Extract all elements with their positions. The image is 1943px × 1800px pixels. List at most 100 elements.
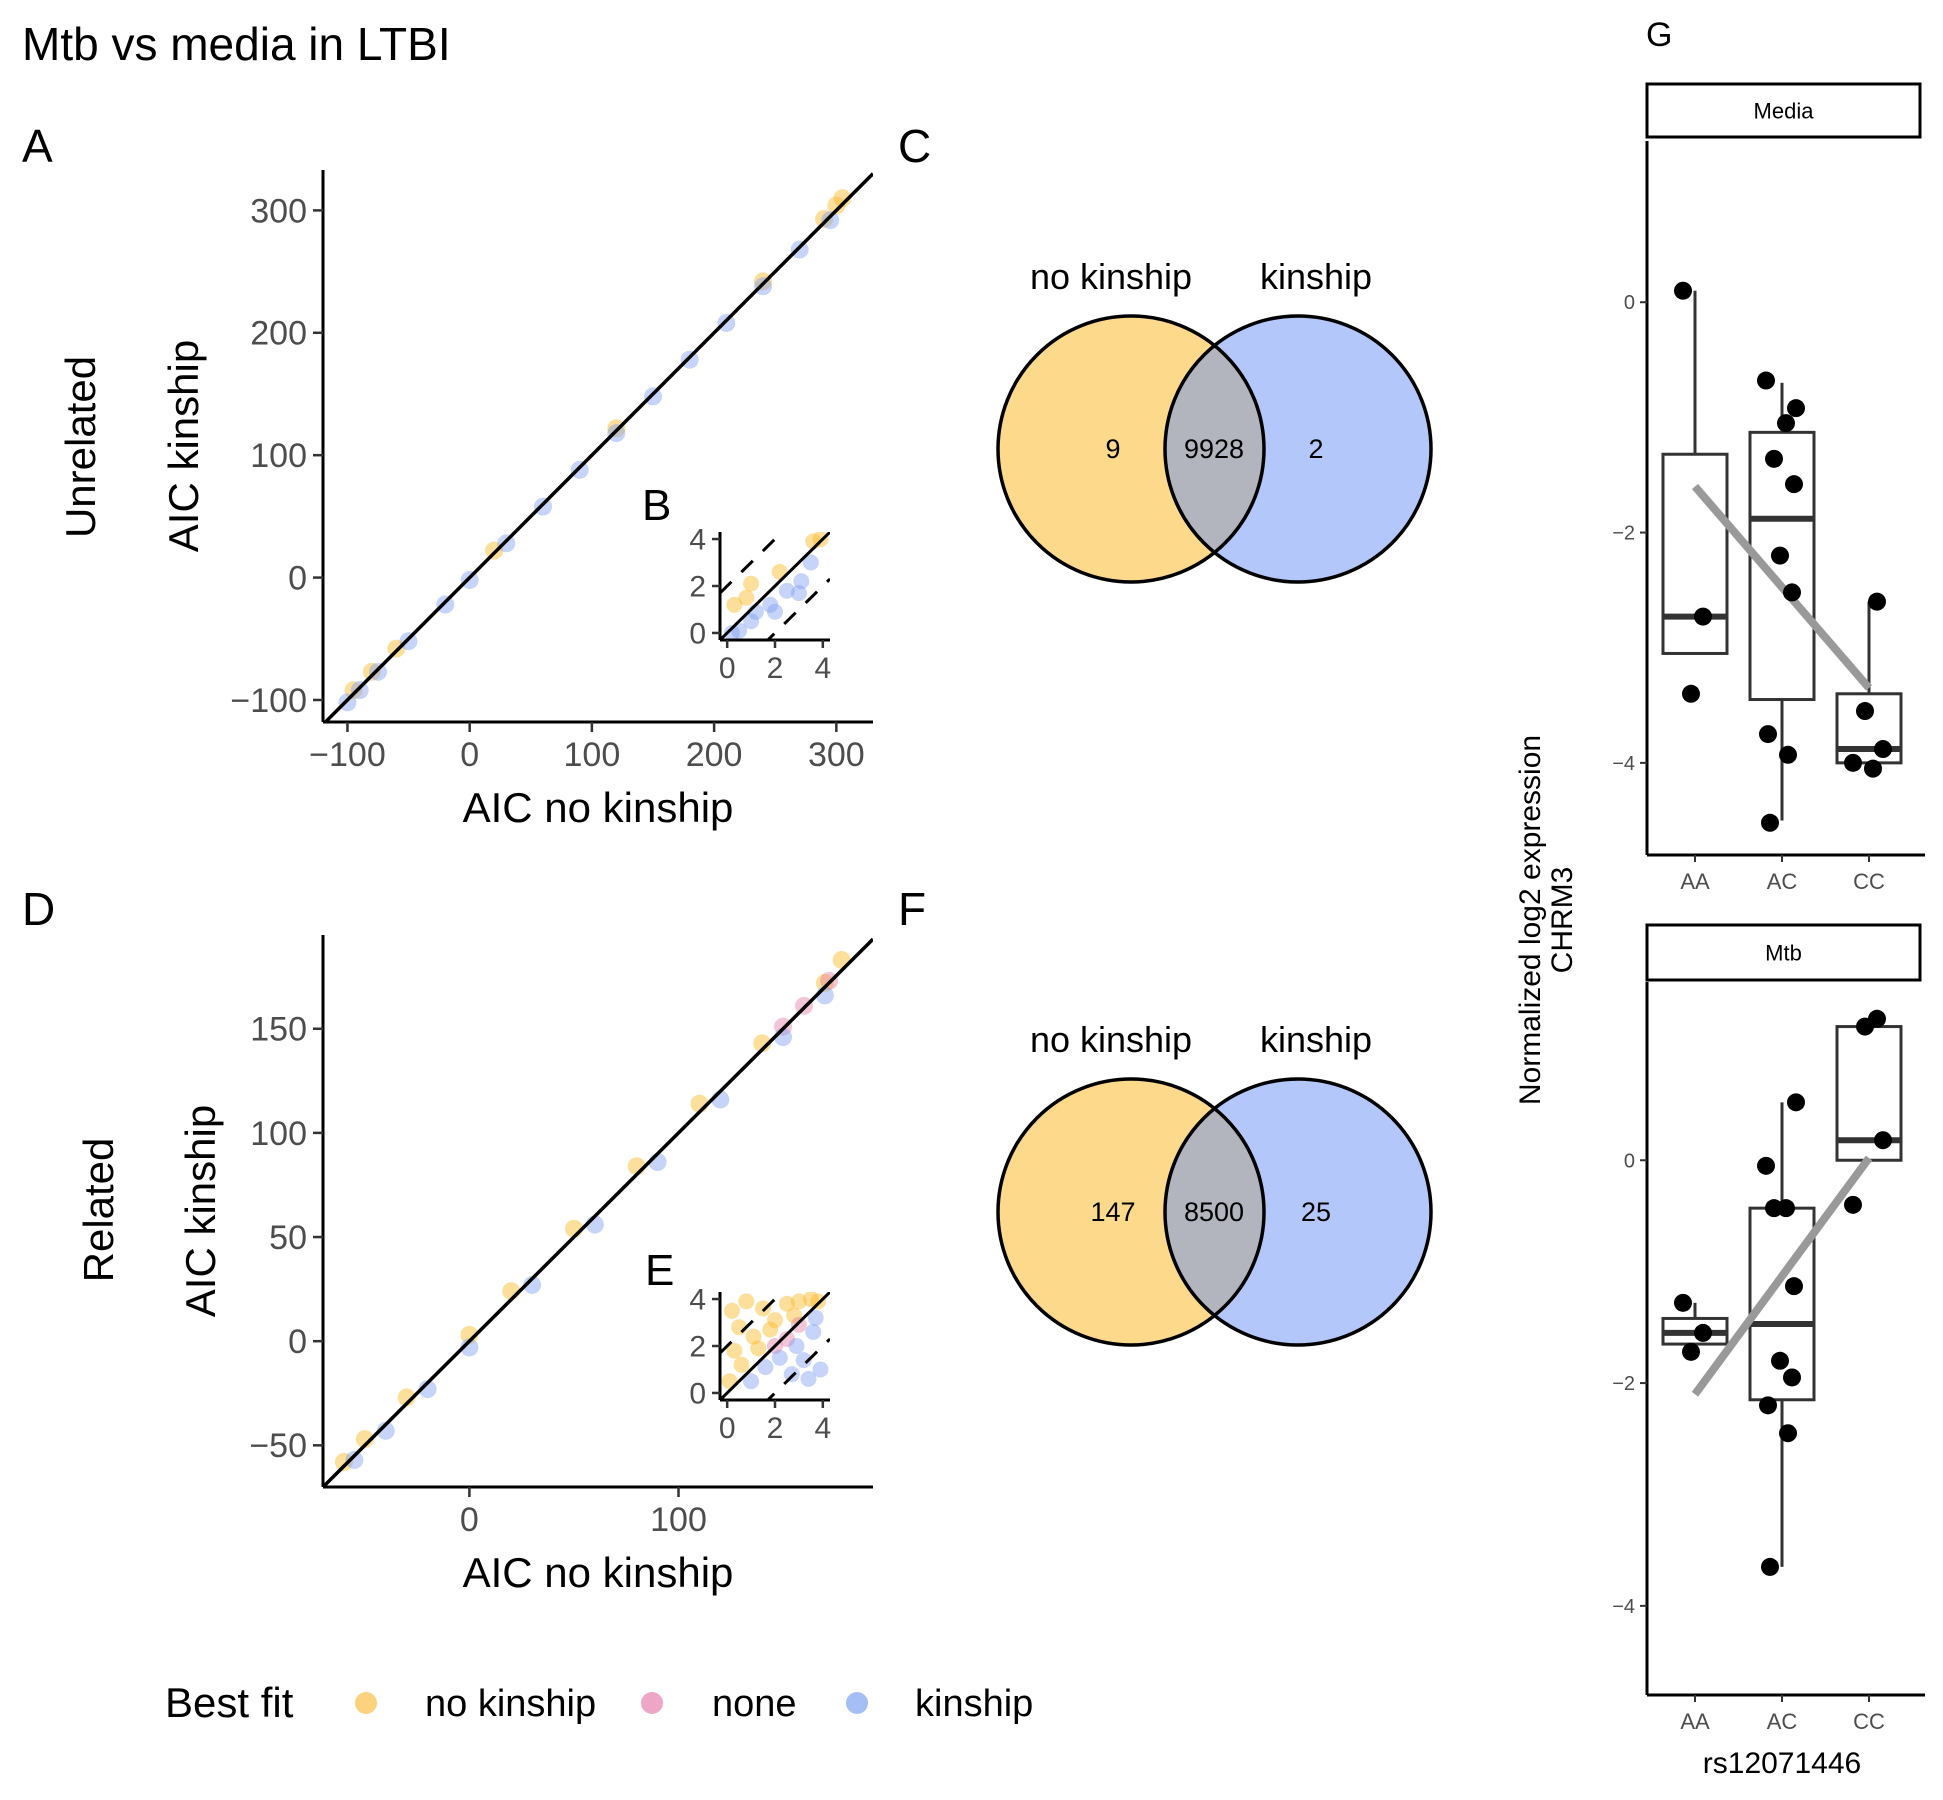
- row-label-unrelated: Unrelated: [57, 356, 104, 538]
- point-no-kinship: [355, 1430, 374, 1449]
- trend-line: [1691, 1155, 1873, 1397]
- facet-strip-label: Media: [1754, 99, 1815, 124]
- point-no-kinship: [750, 1340, 767, 1357]
- data-point: [1757, 1156, 1775, 1175]
- plot-area: [720, 1292, 830, 1400]
- point-kinship: [376, 1421, 395, 1440]
- legend: Best fit no kinship none kinship: [165, 1679, 1033, 1726]
- venn-set-label-kinship: kinship: [1260, 256, 1372, 297]
- y-tick-label: −4: [1612, 1596, 1635, 1618]
- point-kinship: [821, 211, 840, 230]
- identity-line: [323, 937, 873, 1487]
- point-kinship: [757, 1359, 774, 1376]
- x-axis-label: AIC no kinship: [463, 1549, 734, 1596]
- venn-panel-c: no kinship kinship 9 9928 2: [996, 256, 1433, 584]
- data-point: [1785, 1277, 1803, 1296]
- point-kinship: [800, 1370, 817, 1387]
- point-no-kinship: [815, 973, 834, 992]
- panel-letter-f: F: [898, 883, 926, 935]
- point-kinship: [767, 603, 783, 620]
- data-point: [1771, 1351, 1789, 1370]
- data-point: [1761, 1557, 1779, 1576]
- point-kinship: [762, 596, 779, 613]
- point-no-kinship: [397, 1388, 416, 1407]
- legend-label-none: none: [712, 1683, 797, 1725]
- x-tick-label: 0: [460, 1501, 479, 1539]
- data-point: [1779, 1424, 1797, 1443]
- x-tick-label: 4: [814, 1412, 831, 1445]
- panel-letter-d: D: [22, 883, 55, 935]
- data-point: [1864, 759, 1882, 778]
- offset-line-minus2: [765, 577, 830, 640]
- venn-count-both: 9928: [1184, 434, 1244, 464]
- panel-letter-g: G: [1646, 16, 1672, 54]
- facet-strip-label: Mtb: [1765, 941, 1802, 966]
- g-ylabel-line1: Normalized log2 expression: [1514, 735, 1547, 1105]
- panel-letter-b: B: [642, 481, 671, 530]
- point-kinship: [723, 624, 740, 640]
- identity-line: [720, 1292, 830, 1400]
- facet-strip: [1645, 923, 1922, 982]
- plot-area: [323, 937, 873, 1487]
- data-point: [1785, 475, 1803, 494]
- x-tick-label: AA: [1680, 1709, 1710, 1734]
- point-kinship: [771, 1349, 788, 1366]
- y-tick-label: −100: [230, 682, 307, 720]
- data-point: [1765, 449, 1783, 468]
- venn-outline-kinship: [1163, 1077, 1433, 1347]
- point-kinship: [345, 1450, 364, 1469]
- venn-set-label-no-kinship: no kinship: [1030, 256, 1192, 297]
- x-axis-label: rs12071446: [1703, 1747, 1861, 1780]
- point-kinship: [788, 1338, 805, 1354]
- offset-line-minus2: [765, 1337, 830, 1400]
- row-label-related: Related: [75, 1138, 122, 1283]
- point-no-kinship: [344, 681, 363, 700]
- x-tick-label: 200: [686, 736, 743, 774]
- point-kinship: [743, 1373, 760, 1390]
- point-kinship: [790, 585, 807, 602]
- point-no-kinship: [723, 1302, 740, 1319]
- data-point: [1874, 1131, 1892, 1150]
- point-kinship: [805, 1323, 822, 1340]
- x-tick-label: 100: [650, 1501, 707, 1539]
- x-tick-label: AC: [1767, 1709, 1798, 1734]
- facet-strip: [1645, 82, 1922, 139]
- point-no-kinship: [745, 1328, 762, 1345]
- data-point: [1682, 1342, 1700, 1361]
- point-no-kinship: [460, 1325, 479, 1344]
- legend-swatch-none: [641, 1692, 663, 1714]
- data-point: [1694, 1323, 1712, 1342]
- figure-title: Mtb vs media in LTBI: [22, 18, 451, 70]
- y-tick-label: 100: [250, 1115, 307, 1153]
- identity-line: [323, 172, 873, 722]
- point-kinship: [743, 613, 760, 630]
- y-tick-label: 0: [1624, 1150, 1635, 1172]
- panel-letter-c: C: [898, 120, 931, 172]
- venn-overlap: [1165, 316, 1264, 582]
- venn-count-right: 2: [1308, 434, 1323, 464]
- data-point: [1844, 1195, 1862, 1214]
- point-kinship: [783, 1366, 800, 1383]
- y-tick-label: 0: [288, 1323, 307, 1361]
- point-kinship: [807, 1309, 824, 1326]
- x-tick-label: 300: [808, 736, 865, 774]
- x-tick-label: CC: [1853, 869, 1885, 894]
- venn-outline-no-kinship: [996, 1077, 1266, 1347]
- data-point: [1761, 813, 1779, 832]
- legend-title: Best fit: [165, 1679, 294, 1726]
- point-kinship: [812, 1361, 829, 1378]
- y-tick-label: −2: [1612, 1373, 1635, 1395]
- scatter-panel-d: 0 100 −50 0 50 100 150 AIC no kinship AIC kinshi…: [177, 935, 873, 1596]
- x-tick-label: CC: [1853, 1709, 1885, 1734]
- y-tick-label: 2: [689, 571, 706, 604]
- y-tick-label: 0: [689, 1377, 706, 1410]
- data-point: [1694, 607, 1712, 626]
- point-no-kinship: [738, 589, 755, 606]
- data-point: [1856, 1017, 1874, 1036]
- x-tick-label: AC: [1767, 869, 1798, 894]
- x-tick-label: 0: [719, 652, 736, 685]
- point-kinship: [778, 582, 795, 599]
